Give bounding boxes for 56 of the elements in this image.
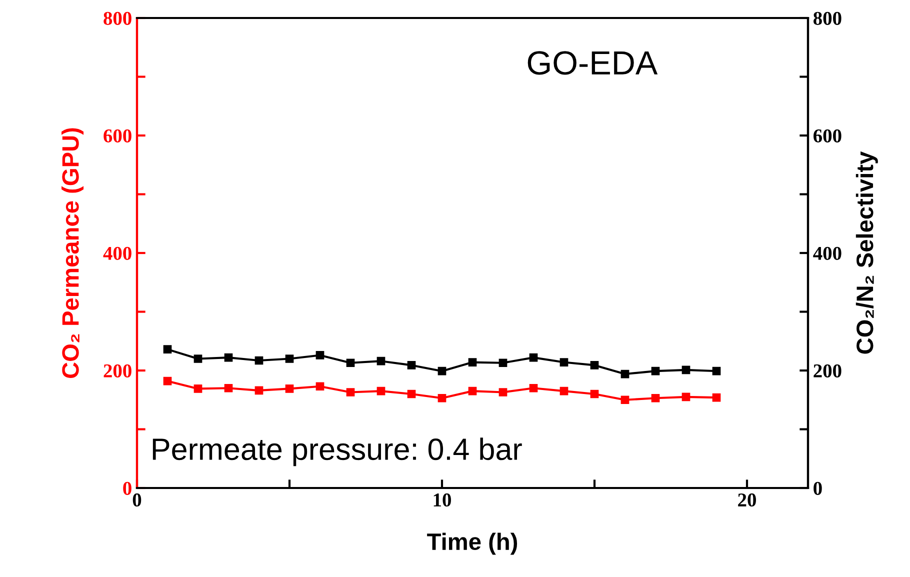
point [590, 361, 599, 370]
point [560, 386, 568, 396]
annotation: Permeate pressure: 0.4 bar [152, 438, 522, 466]
point [682, 366, 690, 374]
point [529, 353, 538, 362]
point [316, 382, 324, 391]
point [346, 388, 355, 396]
y2-tick-label: 0 [814, 482, 822, 495]
point [376, 386, 386, 396]
x-tick-label: 20 [738, 493, 756, 507]
y2-tick-label: 600 [814, 129, 842, 142]
point [651, 394, 660, 402]
point [468, 358, 477, 366]
x-axis-title: Time (h) [427, 532, 518, 555]
point [224, 353, 233, 362]
point [407, 361, 416, 370]
y-tick-label: 600 [104, 129, 132, 142]
point [498, 358, 508, 368]
point [163, 345, 172, 354]
point [285, 384, 294, 393]
point [194, 354, 202, 363]
point [590, 390, 599, 398]
y2-axis-title: CO₂/N₂ Selectivity [856, 151, 878, 354]
point [438, 366, 446, 376]
point [254, 356, 264, 365]
point [407, 390, 416, 398]
point [498, 388, 508, 396]
point [712, 366, 721, 376]
y-axis-title: CO₂ Permeance (GPU) [62, 128, 84, 378]
x-tick-label: 10 [434, 493, 451, 507]
y-tick-label: 200 [104, 364, 132, 378]
y-tick-label: 800 [104, 12, 132, 25]
point [560, 358, 568, 366]
point [285, 354, 294, 363]
y-tick-label: 400 [103, 246, 132, 260]
y2-tick-label: 800 [814, 12, 842, 25]
point [376, 356, 386, 366]
point [651, 366, 660, 376]
point [163, 376, 172, 386]
point [620, 396, 630, 404]
y2-tick-label: 400 [813, 246, 842, 260]
point [529, 384, 538, 392]
point [468, 386, 477, 396]
y-tick-label: 0 [123, 482, 132, 495]
annotation: GO-EDA [528, 51, 658, 75]
point [682, 392, 690, 402]
x-tick-label: 0 [132, 493, 142, 507]
point [254, 386, 264, 395]
point [438, 394, 446, 402]
point [620, 370, 630, 378]
point [316, 351, 324, 360]
point [194, 384, 202, 393]
point [346, 358, 355, 368]
point [224, 384, 233, 392]
y2-tick-label: 200 [814, 364, 842, 378]
point [712, 393, 721, 402]
